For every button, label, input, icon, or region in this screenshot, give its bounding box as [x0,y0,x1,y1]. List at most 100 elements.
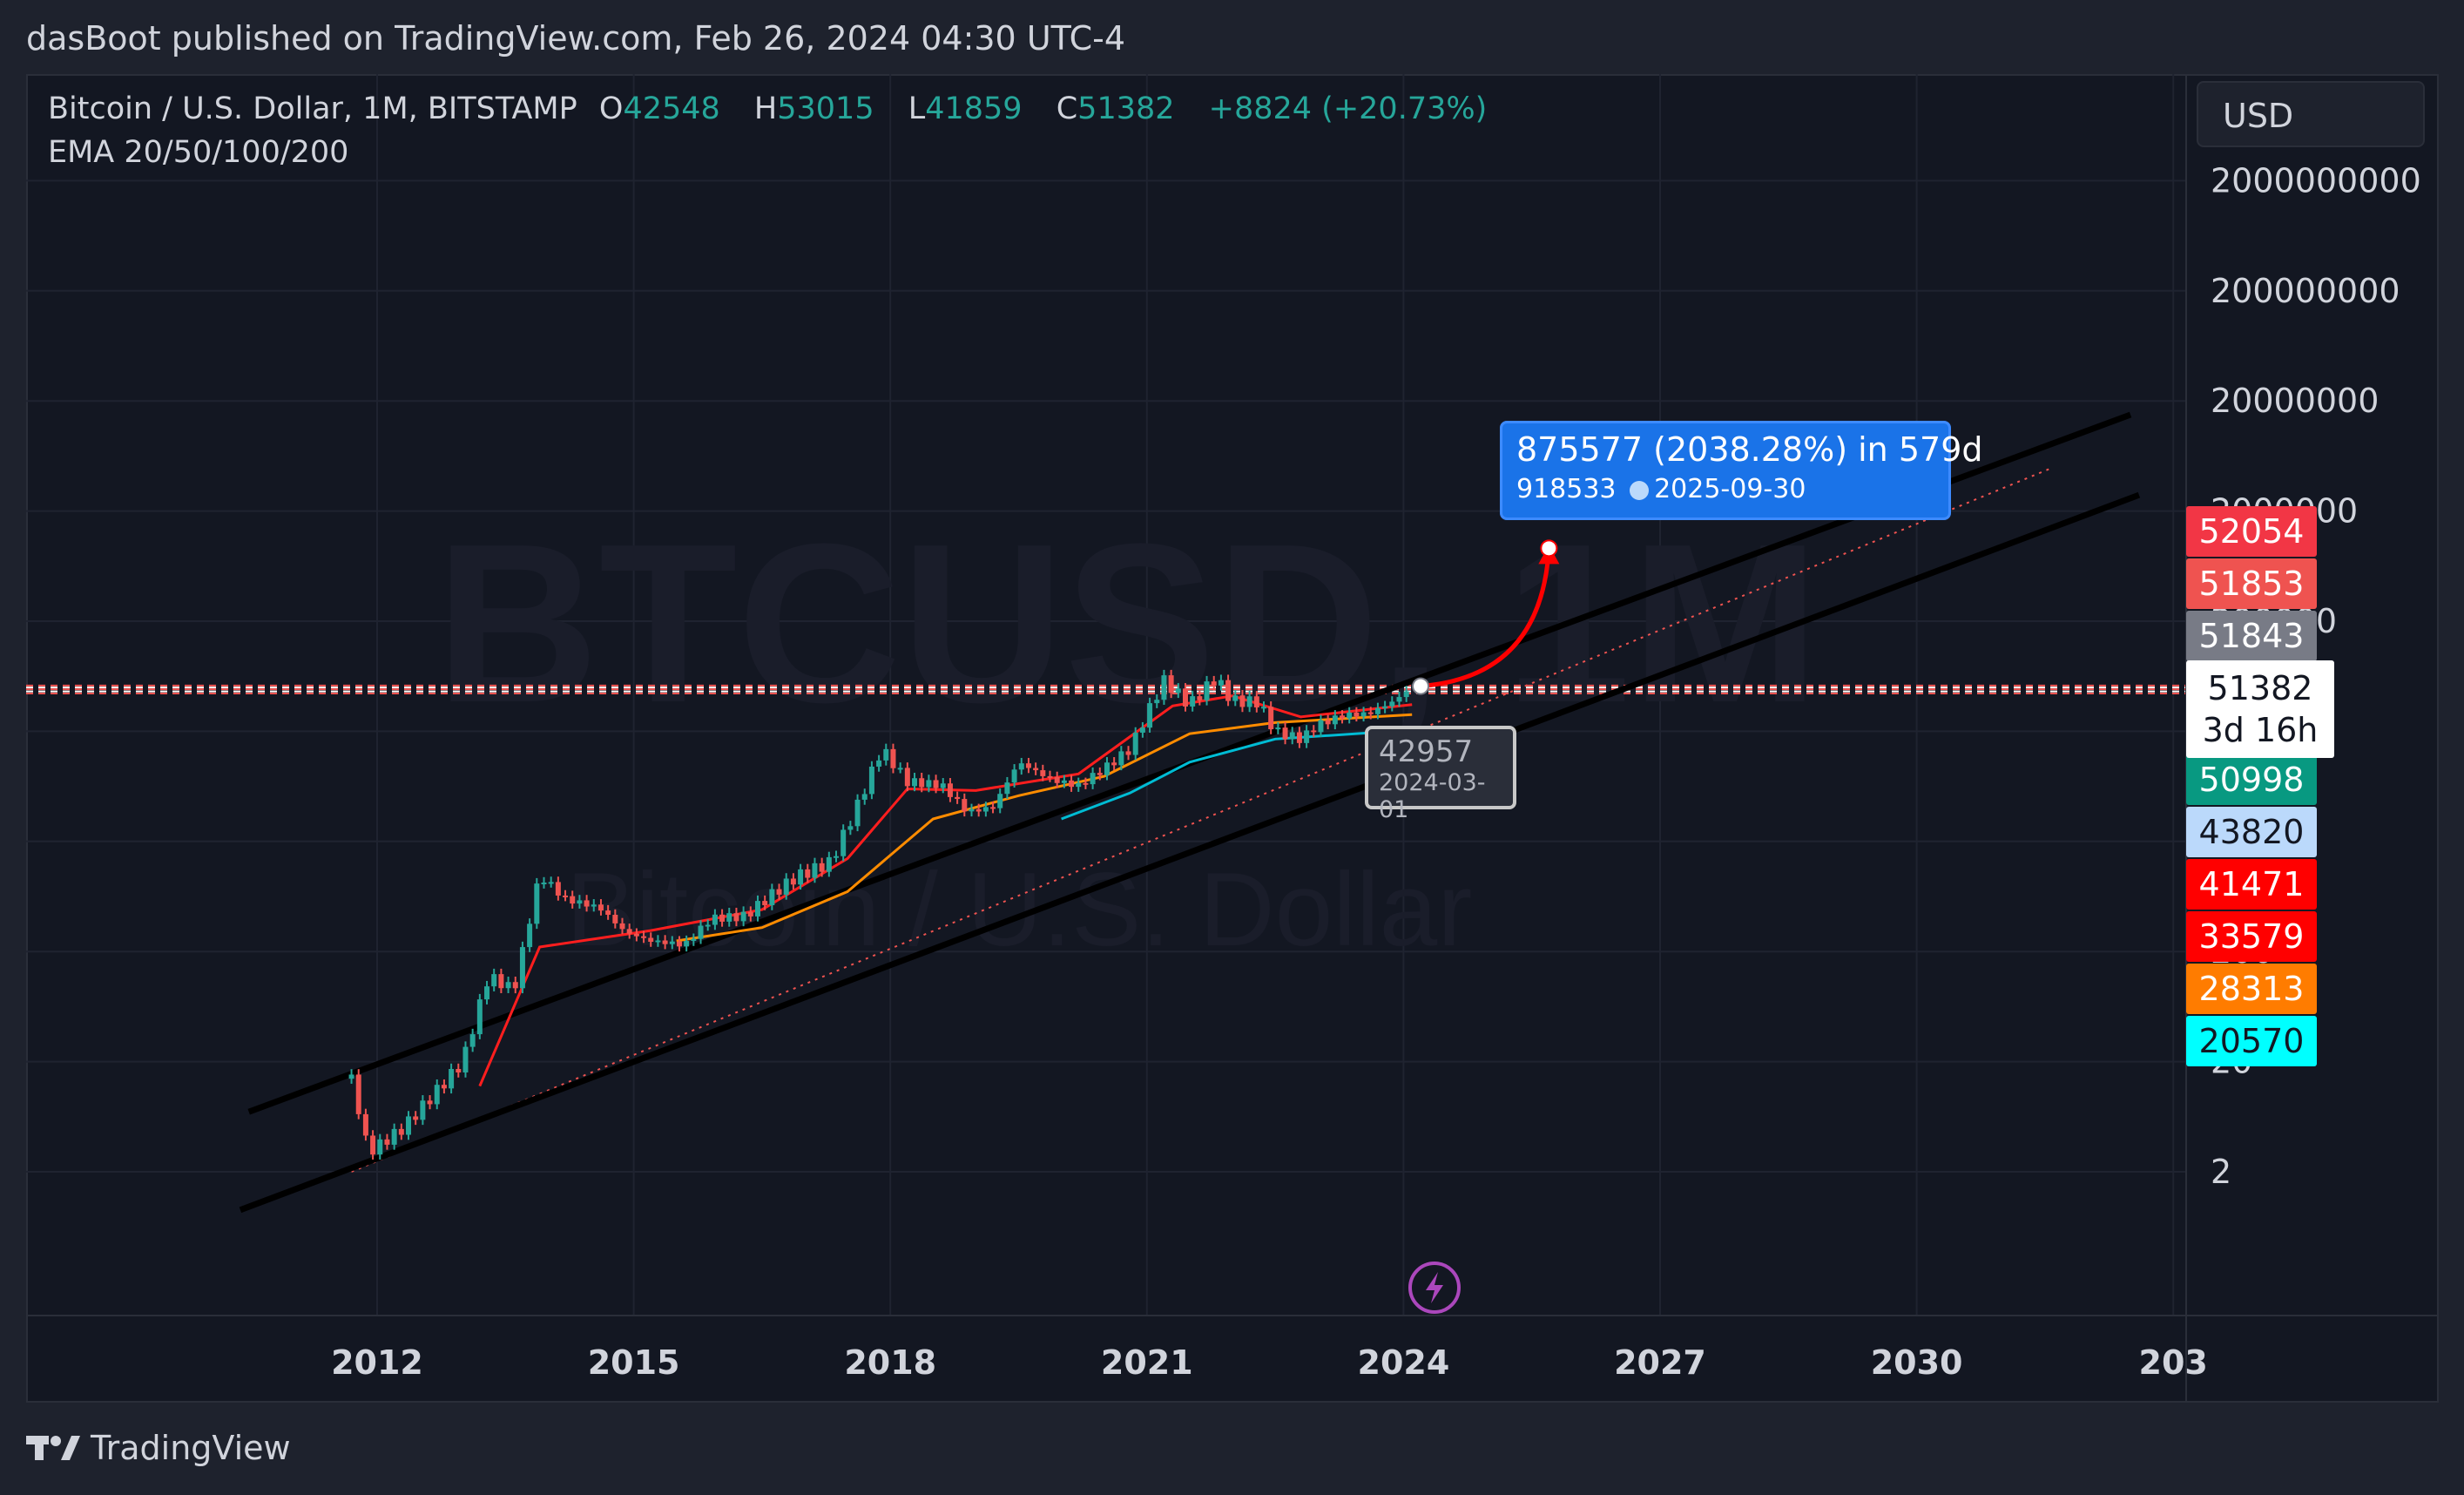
projection-date: 2025-09-30 [1654,474,1806,504]
candle-body-59 [769,889,775,906]
candle-body-48 [691,938,697,942]
candle-body-136 [1318,720,1324,733]
price-tag-51853: 51853 [2186,558,2317,609]
candle-body-57 [754,901,760,917]
candle-body-124 [1232,695,1239,701]
candle-body-97 [1040,770,1046,776]
candle-body-36 [605,910,611,916]
candle-body-73 [868,766,874,795]
price-tag-50998: 50998 [2186,754,2317,805]
candle-body-114 [1161,675,1167,700]
candle-body-89 [982,807,989,812]
candle-body-125 [1239,695,1246,707]
candle-body-20 [491,974,497,987]
candle-body-51 [712,914,718,925]
candle-body-60 [776,889,782,895]
candle-body-19 [484,986,490,1000]
candle-body-42 [648,937,654,943]
watermark: BTCUSD, 1M Bitcoin / U.S. Dollar [435,497,1819,968]
candle-body-98 [1047,775,1053,778]
currency-button[interactable]: USD [2197,81,2425,147]
candle-body-132 [1289,732,1295,740]
candle-body-53 [726,913,732,922]
lightning-icon [1408,1262,1461,1314]
candle-body-13 [441,1085,447,1089]
symbol-legend[interactable]: Bitcoin / U.S. Dollar, 1M, BITSTAMP O425… [48,91,1499,126]
candle-body-37 [612,915,618,923]
candle-body-72 [861,794,867,800]
indicator-legend[interactable]: EMA 20/50/100/200 [48,135,349,170]
candle-body-94 [1018,763,1024,770]
candle-body-26 [534,883,540,924]
price-chart[interactable]: BTCUSD, 1M Bitcoin / U.S. Dollar 2000000… [26,74,2439,1403]
chart-frame[interactable] [26,74,2439,1403]
projection-price: 918533 [1516,474,1617,504]
candle-body-133 [1296,732,1302,743]
price-tag-43820: 43820 [2186,807,2317,857]
candle-body-86 [962,799,968,812]
bar-countdown: 3d 16h [2202,711,2319,749]
open-label: O [598,91,624,126]
candle-body-121 [1211,681,1217,686]
x-tick-label-7: 203 [2139,1343,2208,1382]
candle-body-105 [1097,773,1103,775]
candle-body-147 [1396,697,1402,702]
candle-body-34 [591,904,597,907]
candle-body-106 [1104,762,1110,775]
low-label: L [908,91,926,126]
candle-body-17 [469,1034,476,1047]
candle-body-21 [498,974,504,989]
ema50-line [676,713,1413,943]
candle-body-104 [1090,773,1096,785]
channel-lower-line [239,491,2141,1214]
candle-body-66 [819,862,825,872]
candle-body-146 [1389,701,1395,707]
lightning-icon-bolt [1426,1272,1443,1303]
candle-body-74 [876,760,882,767]
footer-brand-text: TradingView [91,1429,291,1467]
candle-body-7 [398,1128,404,1135]
candle-body-0 [348,1074,354,1079]
candle-body-137 [1325,720,1331,725]
candle-body-24 [519,947,525,989]
projection-start-point [1412,677,1430,695]
candle-body-49 [698,925,704,939]
published-info: dasBoot published on TradingView.com, Fe… [26,19,1126,58]
projection-label[interactable]: 875577 (2038.28%) in 579d 918533 2025-09… [1500,421,1983,520]
candle-body-14 [449,1068,455,1089]
candle-body-6 [391,1128,397,1145]
candle-body-112 [1147,703,1153,728]
candle-body-103 [1083,782,1089,785]
candle-body-33 [584,900,590,907]
projection-end-point [1540,539,1558,558]
tradingview-logo-icon [26,1436,80,1460]
symbol-name[interactable]: Bitcoin / U.S. Dollar, 1M, BITSTAMP [48,91,577,126]
candle-body-45 [669,941,675,944]
candle-body-46 [676,941,682,947]
candle-body-84 [947,783,953,797]
candle-body-119 [1197,696,1203,700]
x-tick-label-2: 2018 [844,1343,936,1382]
x-tick-label-6: 2030 [1871,1343,1963,1382]
price-tag-51843: 51843 [2186,611,2317,661]
tooltip-date: 2024-03-01 [1379,769,1486,823]
high-label: H [753,91,778,126]
candle-body-87 [969,808,975,812]
footer-brand[interactable]: TradingView [26,1429,291,1467]
candle-body-142 [1360,712,1367,717]
candle-body-115 [1168,675,1174,693]
candle-body-2 [362,1113,368,1136]
candle-body-123 [1225,680,1232,701]
x-tick-label-3: 2021 [1101,1343,1193,1382]
candles [348,669,1409,1160]
candle-body-8 [406,1116,412,1135]
y-tick-label-0: 2000000000 [2211,161,2421,200]
x-tick-label-4: 2024 [1358,1343,1450,1382]
candle-body-27 [541,883,547,885]
y-tick-label-1: 200000000 [2211,272,2400,310]
candle-body-28 [548,882,554,884]
candle-body-126 [1246,696,1252,707]
candle-body-43 [655,940,661,943]
date-tooltip: 42957 2024-03-01 [1365,726,1516,823]
candle-body-62 [790,878,796,885]
